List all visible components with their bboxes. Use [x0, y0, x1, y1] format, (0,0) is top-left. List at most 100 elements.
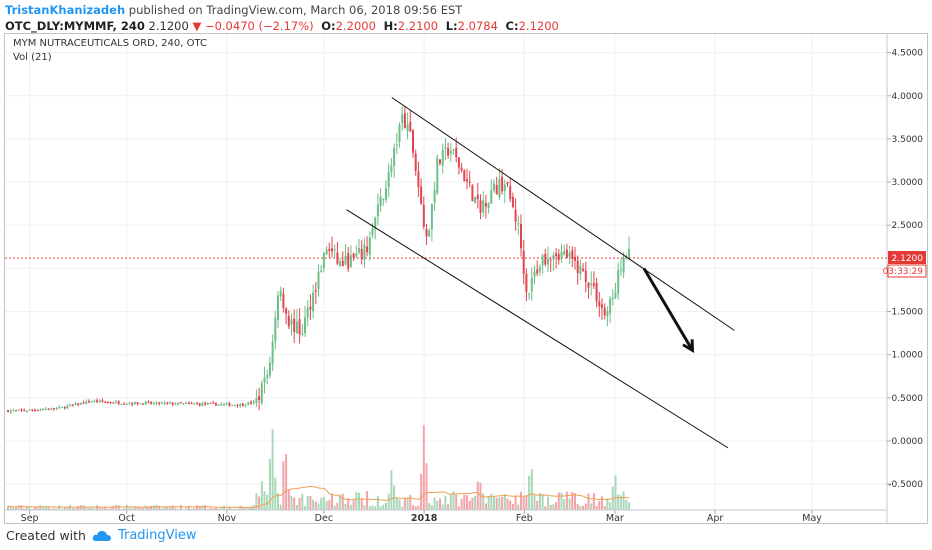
- candle-body: [517, 223, 520, 225]
- y-tick-label: 0.5000: [892, 394, 924, 404]
- volume-bar: [549, 505, 552, 510]
- volume-bar: [403, 497, 406, 510]
- volume-bar: [436, 500, 439, 510]
- volume-bar: [614, 475, 617, 510]
- candle-body: [574, 256, 576, 261]
- volume-bar: [66, 507, 69, 510]
- low-label: L:: [445, 19, 458, 33]
- volume-bar: [206, 508, 209, 510]
- candle-body: [144, 402, 147, 405]
- candle-body: [39, 409, 42, 411]
- candle-body: [290, 319, 293, 325]
- volume-bar: [117, 505, 120, 510]
- volume-bar: [255, 493, 258, 510]
- volume-bar: [155, 504, 158, 510]
- candle-body: [495, 184, 498, 194]
- volume-bar: [214, 507, 217, 510]
- volume-bar: [468, 500, 471, 510]
- volume-bar: [530, 469, 533, 510]
- candle-body: [582, 268, 585, 271]
- volume-bar: [223, 505, 225, 510]
- candle-body: [109, 402, 112, 404]
- candle-body: [204, 402, 207, 405]
- volume-bar: [457, 506, 460, 510]
- volume-ma-polyline: [7, 485, 630, 509]
- arrow-head: [682, 339, 695, 354]
- price-chart[interactable]: 4.50004.00003.50003.00002.50002.00001.50…: [5, 34, 927, 523]
- last-value: 2.1200: [148, 19, 189, 33]
- candle-body: [58, 406, 61, 408]
- volume-bar: [236, 508, 239, 510]
- tradingview-brand[interactable]: TradingView: [117, 528, 197, 543]
- candle-body: [344, 255, 347, 265]
- candle-body: [23, 410, 26, 412]
- candle-body: [555, 253, 558, 257]
- candle-body: [449, 150, 452, 154]
- candle-body: [374, 217, 377, 229]
- volume-bar: [42, 506, 45, 510]
- volume-bar: [247, 507, 250, 510]
- countdown-label: 03:33:29: [883, 267, 924, 277]
- candle-body: [444, 147, 447, 149]
- candle-body: [433, 190, 436, 203]
- volume-bar: [147, 507, 150, 510]
- volume-bar: [93, 508, 96, 510]
- volume-bar: [239, 505, 242, 510]
- close-value: 2.1200: [518, 19, 559, 33]
- candle-body: [63, 406, 66, 409]
- candle-body: [17, 409, 20, 411]
- volume-bar: [617, 494, 620, 510]
- candle-body: [198, 403, 201, 406]
- candle-body: [520, 223, 522, 249]
- candle-body: [314, 290, 317, 292]
- candle-body: [25, 410, 28, 412]
- volume-bar: [322, 497, 325, 510]
- volume-bar: [50, 508, 53, 510]
- candle-body: [260, 383, 263, 403]
- volume-bar: [474, 495, 477, 510]
- candle-body: [457, 157, 460, 168]
- volume-bar: [376, 495, 379, 510]
- candle-body: [123, 403, 126, 405]
- candle-body: [538, 266, 541, 272]
- volume-bar: [582, 505, 585, 510]
- price-axis: 4.50004.00003.50003.00002.50002.00001.50…: [883, 34, 927, 523]
- candle-body: [601, 304, 603, 308]
- candle-body: [155, 402, 158, 404]
- created-with-label: Created with: [6, 528, 86, 543]
- candle-body: [285, 308, 288, 314]
- volume-bar: [144, 505, 147, 510]
- author-link[interactable]: TristanKhanizadeh: [5, 3, 126, 17]
- candle-body: [628, 248, 630, 258]
- volume-bar: [379, 506, 382, 510]
- candle-body: [317, 271, 320, 290]
- volume-bar: [395, 497, 398, 510]
- candle-body: [557, 254, 560, 261]
- candle-body: [179, 402, 182, 404]
- volume-bar: [525, 496, 528, 510]
- candle-body: [96, 400, 99, 403]
- candle-body: [530, 277, 533, 292]
- candle-body: [55, 407, 58, 410]
- candle-body: [166, 402, 169, 404]
- candle-body: [139, 403, 142, 405]
- candle-body: [309, 306, 312, 310]
- candle-body: [412, 130, 414, 153]
- volume-bar: [123, 508, 126, 510]
- volume-bar: [169, 507, 171, 510]
- volume-bar: [538, 493, 541, 510]
- volume-bar: [490, 493, 493, 510]
- volume-bar: [282, 461, 285, 510]
- candle-body: [584, 270, 587, 282]
- last-price-label: 2.1200: [892, 254, 924, 264]
- candle-body: [382, 198, 385, 200]
- candle-body: [398, 124, 401, 142]
- chart-panel[interactable]: 4.50004.00003.50003.00002.50002.00001.50…: [4, 33, 928, 524]
- volume-bar: [493, 496, 495, 510]
- candle-body: [536, 269, 539, 274]
- volume-bar: [120, 508, 123, 510]
- candle-body: [101, 400, 104, 402]
- candle-body: [301, 333, 304, 335]
- candle-body: [420, 186, 423, 204]
- candle-body: [422, 204, 425, 227]
